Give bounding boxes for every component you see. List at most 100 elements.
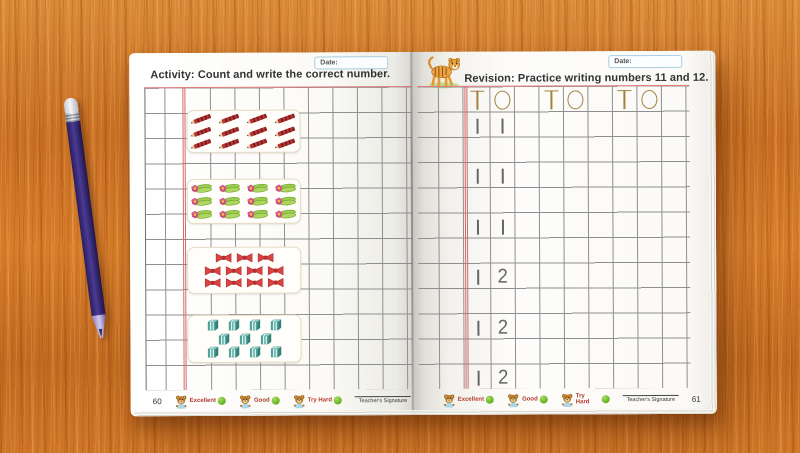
right-page: Date: Revision: Practice writing numbers… bbox=[411, 50, 717, 416]
bow-icon bbox=[246, 265, 263, 275]
hair-clip-icon bbox=[274, 195, 298, 208]
item-row bbox=[192, 346, 296, 359]
hair-clip-icon bbox=[218, 195, 242, 208]
signature-line bbox=[622, 394, 679, 396]
item-row bbox=[192, 265, 296, 276]
tiger-icon bbox=[424, 53, 464, 89]
practice-number-row: 2 bbox=[466, 265, 515, 289]
gift-box-icon bbox=[267, 346, 284, 359]
grid-cell: 2 bbox=[491, 366, 516, 390]
digit-2: 2 bbox=[497, 265, 509, 288]
item-row bbox=[190, 137, 298, 150]
pencil-icon bbox=[218, 138, 242, 150]
item-row bbox=[191, 208, 298, 221]
rating-item: Excellent bbox=[443, 392, 495, 408]
pencil-icon bbox=[273, 113, 297, 125]
rating-label: Excellent bbox=[189, 397, 217, 405]
hair-clip-icon bbox=[274, 208, 298, 221]
hair-clip-icon bbox=[190, 182, 214, 195]
digit-1 bbox=[477, 269, 480, 285]
digit-1 bbox=[501, 118, 504, 134]
date-field: Date: bbox=[608, 54, 683, 69]
rating-item: Try Hard bbox=[293, 393, 343, 408]
gift-box-icon bbox=[257, 332, 274, 345]
rating-item: Good bbox=[507, 392, 548, 407]
page-number: 60 bbox=[152, 396, 162, 406]
bear-icon bbox=[175, 394, 188, 409]
bow-icon bbox=[204, 278, 221, 288]
trace-number bbox=[612, 87, 686, 111]
bow-icon bbox=[246, 278, 263, 288]
digit-1 bbox=[501, 219, 504, 235]
rating-label: Good bbox=[253, 397, 270, 404]
left-page-title: Activity: Count and write the correct nu… bbox=[150, 68, 391, 82]
trace-number bbox=[465, 87, 539, 111]
item-row bbox=[192, 332, 296, 345]
bear-icon bbox=[239, 393, 252, 408]
practice-number-row bbox=[465, 114, 514, 138]
pencil-icon bbox=[274, 137, 298, 149]
left-page: Date: Activity: Count and write the corr… bbox=[129, 52, 413, 417]
grid-cell bbox=[490, 88, 515, 112]
right-page-title: Revision: Practice writing numbers 11 an… bbox=[464, 71, 709, 85]
left-page-footer: 60 Excellent Good Try Hard Teacher's Signatu… bbox=[131, 389, 413, 412]
workbook: Date: Activity: Count and write the corr… bbox=[129, 50, 717, 417]
bow-icon bbox=[267, 278, 284, 288]
hair-clip-icon bbox=[190, 195, 214, 208]
bow-group bbox=[187, 246, 302, 295]
grid-cell bbox=[637, 87, 662, 111]
pencil-icon bbox=[246, 137, 270, 149]
grid-cell bbox=[490, 164, 515, 188]
trace-number bbox=[539, 87, 613, 111]
trace-digit-0 bbox=[641, 89, 658, 109]
rating-item: Good bbox=[239, 393, 280, 408]
item-row bbox=[192, 252, 296, 263]
rating-item: Excellent bbox=[175, 393, 227, 409]
rating-label: Try Hard bbox=[307, 397, 333, 404]
writing-grid-right bbox=[417, 84, 691, 390]
rating-dot bbox=[333, 396, 343, 405]
grid-cell bbox=[465, 114, 490, 138]
gift-box-group bbox=[187, 314, 302, 364]
signature-label: Teacher's Signature bbox=[626, 397, 676, 404]
grid-cell bbox=[466, 164, 491, 188]
trace-digit-1 bbox=[544, 90, 558, 109]
activity-groups bbox=[129, 52, 411, 364]
digit-1 bbox=[477, 370, 480, 386]
gift-box-icon bbox=[236, 332, 253, 345]
item-row bbox=[192, 318, 296, 331]
rating-dot bbox=[539, 395, 548, 404]
hair-clip-icon bbox=[246, 208, 270, 221]
digit-1 bbox=[477, 168, 479, 184]
grid-cell: 2 bbox=[491, 316, 516, 340]
bear-icon bbox=[293, 393, 306, 408]
grid-cell bbox=[466, 215, 491, 239]
hair-clip-icon bbox=[218, 208, 242, 221]
pencil-icon bbox=[190, 125, 214, 137]
pencil-group bbox=[186, 109, 301, 154]
digit-1 bbox=[477, 219, 480, 235]
rating-dot bbox=[601, 395, 610, 404]
trace-digit-0 bbox=[567, 89, 584, 109]
bow-icon bbox=[204, 265, 221, 276]
pencil-icon bbox=[274, 125, 298, 137]
page-stack-edge bbox=[708, 53, 717, 411]
trace-row bbox=[465, 87, 686, 112]
desk-pencil bbox=[63, 97, 110, 349]
rating-dot bbox=[486, 395, 495, 404]
pencil-body bbox=[66, 120, 106, 317]
grid-cell bbox=[539, 87, 564, 111]
bow-icon bbox=[225, 278, 242, 288]
rating-label: Excellent bbox=[457, 396, 485, 403]
hair-clip-icon bbox=[246, 195, 270, 208]
bow-icon bbox=[236, 252, 253, 263]
hair-clip-icon bbox=[274, 182, 298, 195]
grid-cell bbox=[612, 87, 637, 111]
teacher-signature: Teacher's Signature bbox=[622, 394, 679, 404]
digit-2: 2 bbox=[497, 316, 509, 339]
gift-box-icon bbox=[267, 318, 284, 331]
pencil-icon bbox=[245, 113, 269, 125]
grid-cell bbox=[563, 87, 588, 111]
practice-number-row bbox=[466, 215, 515, 239]
pencil-icon bbox=[246, 125, 270, 137]
